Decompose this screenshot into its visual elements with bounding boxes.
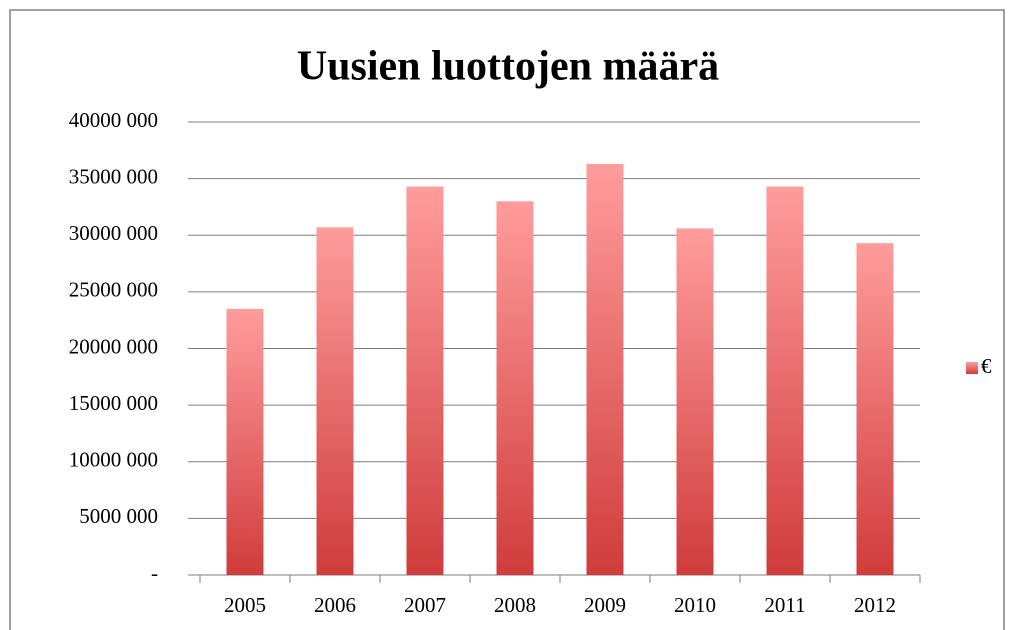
y-tick-label: 25000 000: [69, 278, 158, 302]
x-tick-label: 2006: [314, 593, 356, 617]
bar: [766, 186, 804, 576]
bar: [406, 186, 444, 576]
chart-title: Uusien luottojen määrä: [297, 44, 719, 90]
x-tick-label: 2005: [224, 593, 266, 617]
x-tick-label: 2011: [764, 593, 805, 617]
y-tick-label: -: [151, 561, 158, 585]
x-tick-label: 2010: [674, 593, 716, 617]
y-tick-label: 5000 000: [79, 504, 158, 528]
x-tick-label: 2009: [584, 593, 626, 617]
bar: [226, 308, 264, 575]
legend-label: €: [981, 354, 992, 378]
bar: [856, 243, 894, 576]
y-tick-label: 40000 000: [69, 108, 158, 132]
x-tick-label: 2012: [854, 593, 896, 617]
bar: [676, 228, 714, 575]
x-tick-label: 2007: [404, 593, 446, 617]
y-tick-label: 10000 000: [69, 448, 158, 472]
y-tick-label: 30000 000: [69, 221, 158, 245]
x-tick-label: 2008: [494, 593, 536, 617]
bar: [316, 227, 354, 575]
legend-swatch: [966, 362, 978, 374]
bar: [586, 163, 624, 575]
bar: [496, 201, 534, 575]
y-tick-label: 20000 000: [69, 334, 158, 358]
y-tick-label: 35000 000: [69, 164, 158, 188]
y-tick-label: 15000 000: [69, 391, 158, 415]
